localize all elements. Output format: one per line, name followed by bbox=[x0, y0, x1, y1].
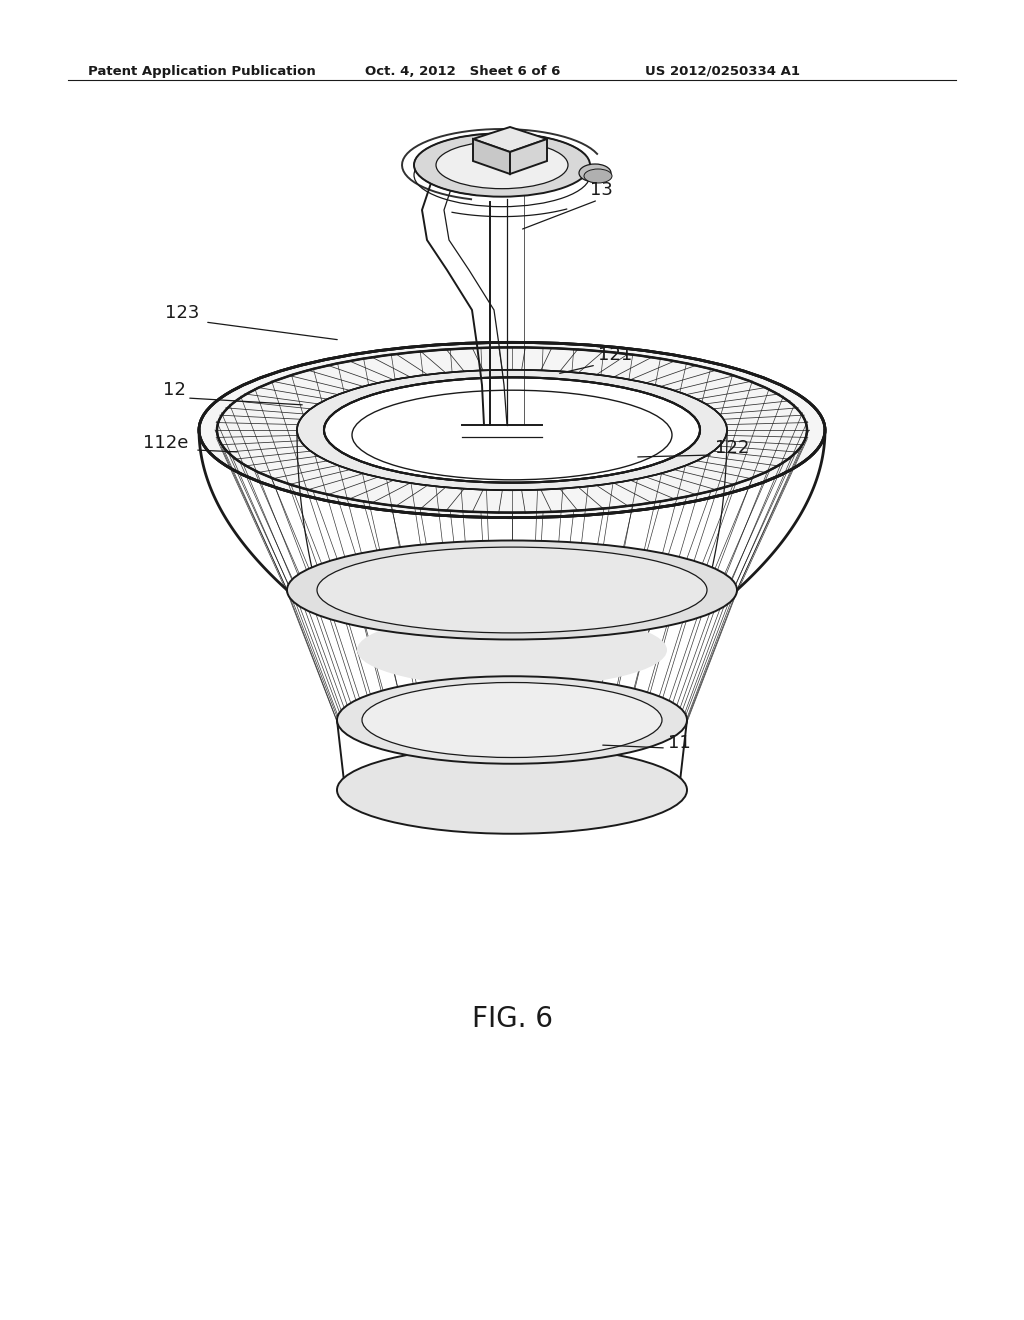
Ellipse shape bbox=[414, 133, 590, 197]
Text: 122: 122 bbox=[715, 440, 750, 457]
Text: 11: 11 bbox=[668, 734, 691, 752]
Text: Patent Application Publication: Patent Application Publication bbox=[88, 65, 315, 78]
Polygon shape bbox=[473, 127, 547, 152]
Text: 12: 12 bbox=[163, 381, 186, 399]
Text: FIG. 6: FIG. 6 bbox=[471, 1005, 553, 1034]
Ellipse shape bbox=[352, 391, 672, 479]
Ellipse shape bbox=[287, 540, 737, 639]
Text: 112e: 112e bbox=[143, 434, 188, 451]
Polygon shape bbox=[473, 139, 510, 174]
Ellipse shape bbox=[579, 164, 611, 182]
Ellipse shape bbox=[362, 682, 662, 758]
Ellipse shape bbox=[584, 169, 612, 183]
Polygon shape bbox=[510, 139, 547, 174]
Ellipse shape bbox=[297, 370, 727, 490]
Ellipse shape bbox=[357, 612, 667, 688]
Text: 121: 121 bbox=[598, 346, 632, 364]
Ellipse shape bbox=[324, 378, 700, 483]
Ellipse shape bbox=[337, 676, 687, 764]
Text: 123: 123 bbox=[165, 304, 200, 322]
Ellipse shape bbox=[337, 746, 687, 834]
Ellipse shape bbox=[317, 546, 707, 632]
Text: 13: 13 bbox=[590, 181, 613, 199]
Ellipse shape bbox=[436, 141, 568, 189]
Text: Oct. 4, 2012   Sheet 6 of 6: Oct. 4, 2012 Sheet 6 of 6 bbox=[365, 65, 560, 78]
Text: US 2012/0250334 A1: US 2012/0250334 A1 bbox=[645, 65, 800, 78]
Ellipse shape bbox=[199, 342, 825, 517]
